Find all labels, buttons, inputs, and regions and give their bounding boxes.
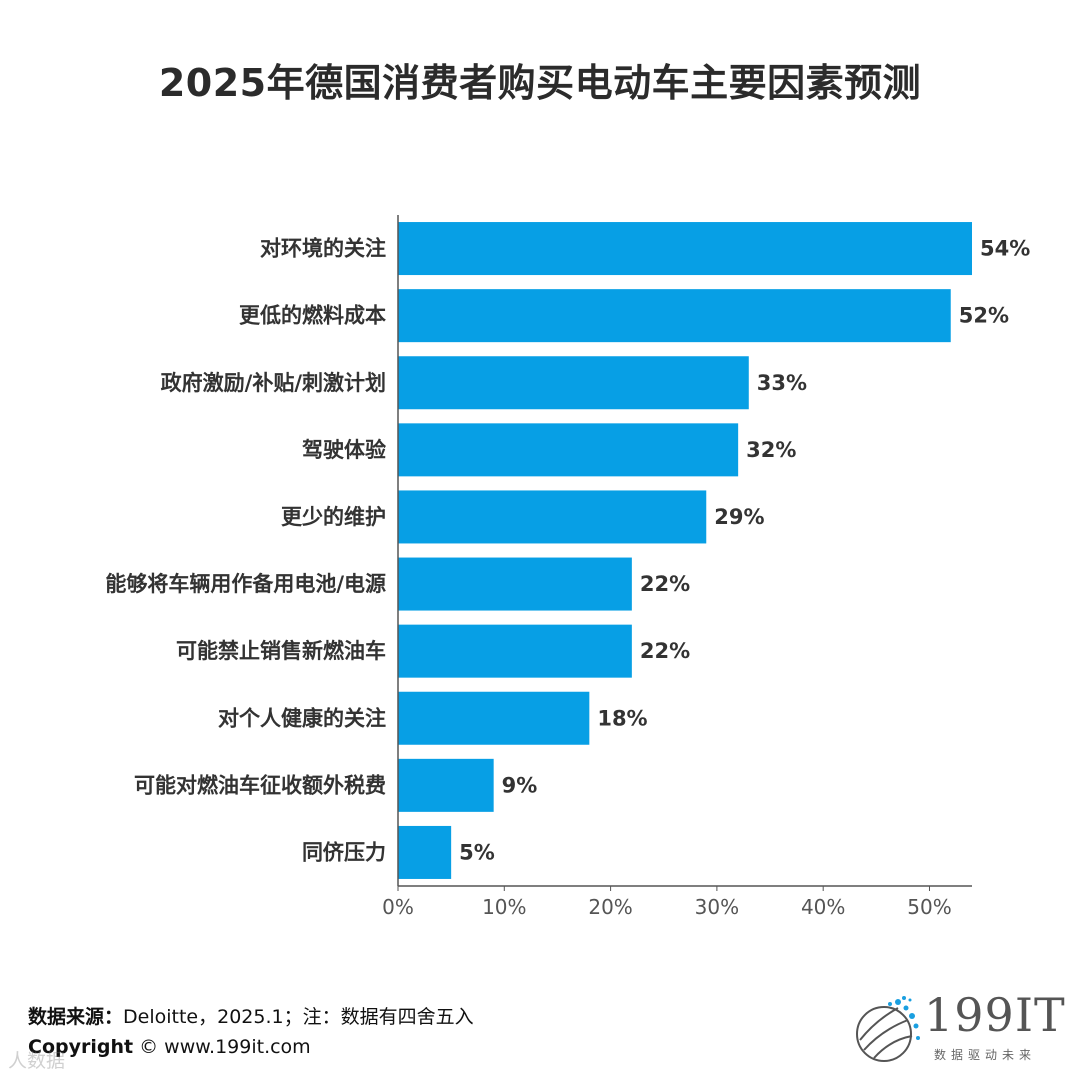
source-note: 数据来源：Deloitte，2025.1；注：数据有四舍五入 — [28, 1002, 474, 1029]
bar-4 — [398, 423, 739, 477]
axes: 0% 10% 20% 30% 40% 50% — [382, 215, 972, 919]
value-label: 29% — [714, 505, 764, 529]
bars-layer — [398, 222, 972, 879]
bar-3 — [398, 356, 749, 410]
x-tick-label: 0% — [382, 895, 414, 919]
logo-tagline: 数据驱动未来 — [934, 1048, 1037, 1062]
bar-6 — [398, 557, 632, 611]
bar-10 — [398, 825, 452, 879]
chart-title: 2025年德国消费者购买电动车主要因素预测 — [158, 61, 922, 105]
copyright-note: Copyright © www.199it.com — [28, 1036, 311, 1058]
brand-logo: 199IT 数据驱动未来 — [846, 988, 1066, 1066]
source-label: 数据来源： — [28, 1006, 124, 1028]
category-label: 可能对燃油车征收额外税费 — [134, 773, 386, 797]
value-label: 18% — [597, 706, 647, 730]
bar-9 — [398, 758, 494, 812]
value-label: 22% — [640, 572, 690, 596]
value-label: 32% — [746, 438, 796, 462]
category-label: 可能禁止销售新燃油车 — [176, 639, 386, 663]
bar-7 — [398, 624, 632, 678]
category-label: 政府激励/补贴/刺激计划 — [161, 371, 386, 395]
category-label: 更少的维护 — [281, 505, 386, 529]
bar-1 — [398, 222, 972, 276]
category-label: 驾驶体验 — [302, 438, 386, 462]
value-label: 52% — [959, 304, 1009, 328]
x-tick-label: 10% — [482, 895, 526, 919]
category-label: 更低的燃料成本 — [239, 304, 386, 328]
source-text: Deloitte，2025.1；注：数据有四舍五入 — [123, 1006, 474, 1028]
value-label: 33% — [757, 371, 807, 395]
x-tick-label: 50% — [907, 895, 951, 919]
category-label: 同侪压力 — [302, 840, 386, 864]
logo-dots-icon — [856, 996, 920, 1062]
copyright-text: © www.199it.com — [139, 1036, 311, 1058]
value-label: 54% — [980, 237, 1030, 261]
x-tick-label: 20% — [588, 895, 632, 919]
x-tick-label: 40% — [801, 895, 845, 919]
bar-8 — [398, 691, 590, 745]
value-label: 5% — [459, 840, 495, 864]
category-label: 对个人健康的关注 — [218, 706, 386, 730]
value-labels: 54% 52% 33% 32% 29% 22% 22% 18% 9% 5% — [459, 237, 1030, 865]
bar-chart: 对环境的关注更低的燃料成本政府激励/补贴/刺激计划驾驶体验更少的维护能够将车辆用… — [105, 215, 1030, 919]
logo-number: 199 — [924, 988, 1015, 1042]
x-tick-label: 30% — [695, 895, 739, 919]
logo-it: IT — [1014, 988, 1066, 1042]
category-labels: 对环境的关注更低的燃料成本政府激励/补贴/刺激计划驾驶体验更少的维护能够将车辆用… — [105, 237, 386, 865]
category-label: 对环境的关注 — [260, 237, 386, 261]
copyright-label: Copyright — [28, 1036, 134, 1058]
value-label: 22% — [640, 639, 690, 663]
category-label: 能够将车辆用作备用电池/电源 — [105, 572, 386, 596]
watermark-text: 人数据 — [8, 1050, 66, 1072]
bar-5 — [398, 490, 707, 544]
logo-wordmark: 199IT — [924, 988, 1066, 1042]
bar-2 — [398, 289, 951, 343]
value-label: 9% — [502, 773, 538, 797]
